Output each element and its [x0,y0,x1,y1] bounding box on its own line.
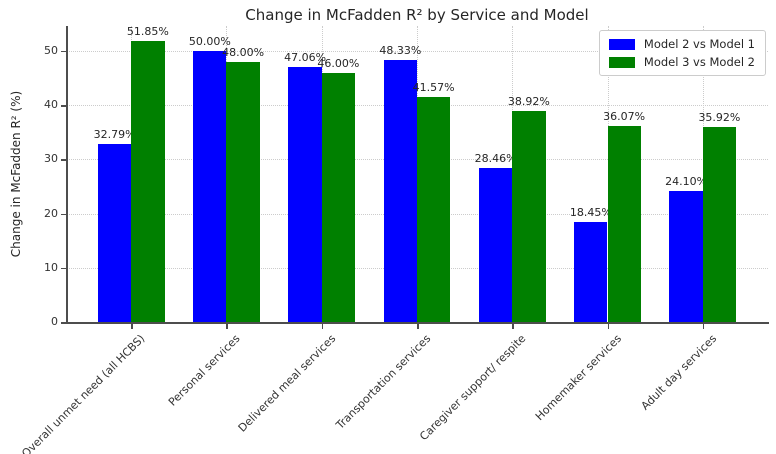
legend-label: Model 2 vs Model 1 [643,37,755,51]
x-tick-label: Overall unmet need (all HCBS) [19,332,148,454]
bar [478,167,513,322]
y-tick-label: 30 [44,152,58,166]
x-tick-label: Caregiver support/ respite [417,332,529,444]
y-tick-mark [61,105,66,107]
legend-swatch-icon [608,38,635,50]
bar-value-label: 28.46% [474,151,517,165]
bar-value-label: 48.33% [379,43,422,57]
bar [193,50,227,322]
legend-swatch-icon [608,56,635,68]
bar-value-label: 47.06% [284,50,327,64]
bar [512,111,546,322]
y-tick-mark [61,159,66,161]
x-tick-mark [226,323,228,329]
x-tick-label: Transportation services [333,332,434,432]
x-axis-spine [66,322,769,324]
x-tick-label: Homemaker services [532,332,624,424]
bar [574,221,608,322]
legend-label: Model 3 vs Model 2 [643,55,755,69]
x-tick-mark [607,323,609,329]
y-tick-label: 40 [44,98,58,112]
bar-value-label: 41.57% [412,80,455,94]
bar-value-label: 48.00% [222,45,265,59]
bar-value-label: 38.92% [507,95,550,108]
bar-value-label: 46.00% [317,56,360,70]
x-tick-mark [702,323,705,329]
bar [669,191,703,322]
y-tick-mark [61,267,66,270]
legend-item: Model 3 vs Model 2 [608,55,755,69]
chart-title: Change in McFadden R² by Service and Mod… [245,6,589,24]
bar-value-label: 36.07% [603,110,646,124]
legend-item: Model 2 vs Model 1 [608,37,755,51]
x-tick-mark [131,323,133,329]
legend: Model 2 vs Model 1 Model 3 vs Model 2 [598,30,766,76]
x-tick-label: Delivered meal services [235,332,338,435]
y-tick-mark [61,50,66,53]
y-tick-label: 20 [44,206,58,220]
y-tick-label: 10 [44,260,58,274]
y-tick-label: 50 [44,43,58,57]
bar [226,61,260,322]
x-tick-label: Personal services [166,332,243,409]
x-tick-mark [321,323,324,329]
x-tick-mark [512,323,514,329]
bar [97,144,132,322]
bar [607,126,641,322]
bar-value-label: 18.45% [569,205,612,219]
bar [288,66,322,322]
x-tick-mark [417,323,419,329]
bar [417,96,451,322]
bar [383,59,417,322]
y-axis-spine [66,26,68,323]
x-tick-label: Adult day services [638,332,719,413]
y-tick-mark [61,322,66,324]
y-tick-mark [61,213,66,216]
bar-value-label: 32.79% [93,128,136,142]
bar-value-label: 35.92% [698,111,741,125]
bar-value-label: 50.00% [188,34,231,48]
bar-value-label: 51.85% [126,24,169,38]
bar [321,72,356,322]
bar [131,40,165,322]
y-tick-label: 0 [51,315,58,328]
bar-value-label: 24.10% [665,175,708,189]
bar [702,127,737,322]
